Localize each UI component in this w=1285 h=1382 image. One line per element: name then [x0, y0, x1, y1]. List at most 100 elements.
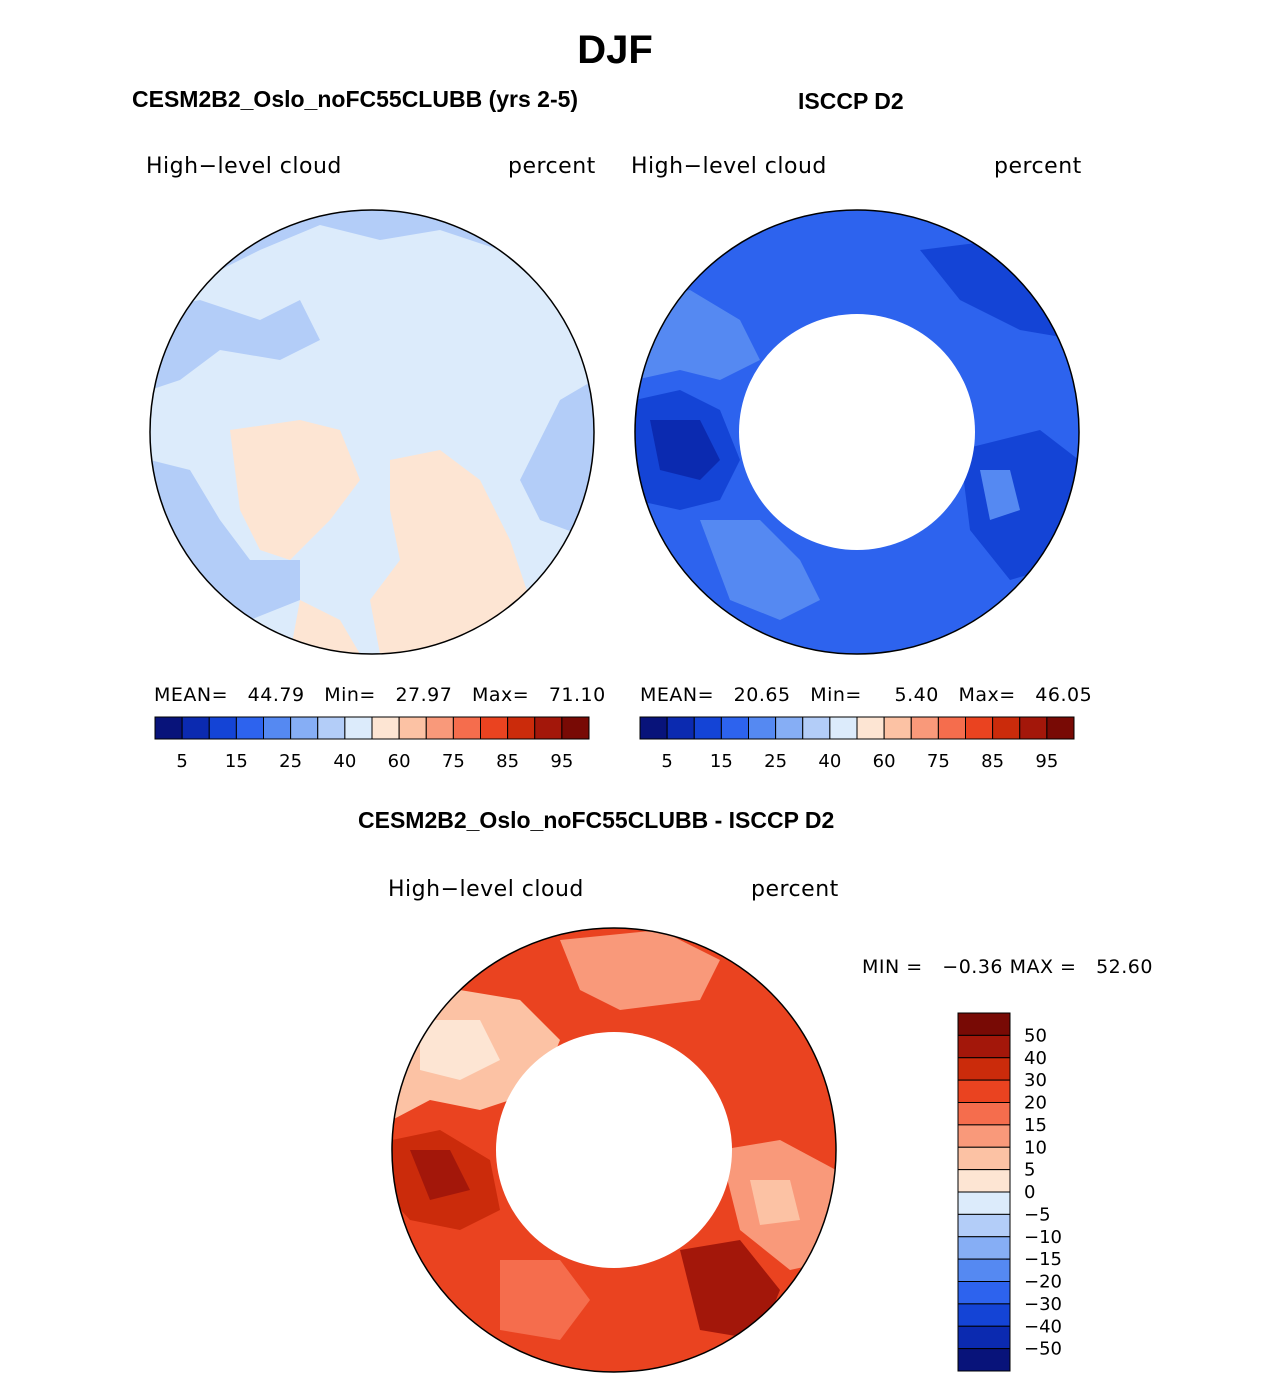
obs-min-value: 5.40	[894, 684, 939, 706]
diff-colorbar-tick-label: 15	[1024, 1115, 1047, 1136]
diff-colorbar-tick-label: −10	[1024, 1227, 1062, 1248]
model-variable-label: High−level cloud	[146, 154, 342, 179]
model-colorbar-swatch	[425, 716, 454, 740]
model-colorbar-swatch	[344, 716, 373, 740]
obs-mean-label: MEAN=	[640, 684, 715, 706]
obs-colorbar-tick-label: 15	[710, 751, 733, 772]
obs-panel-title: ISCCP D2	[798, 88, 904, 114]
model-colorbar-swatch	[561, 716, 590, 740]
obs-colorbar-tick-label: 85	[981, 751, 1004, 772]
diff-colorbar-swatch	[957, 1146, 1011, 1171]
diff-max-value: 52.60	[1096, 956, 1153, 978]
diff-map	[391, 927, 837, 1373]
obs-colorbar-tick-label: 40	[818, 751, 841, 772]
model-max-label: Max=	[471, 684, 530, 706]
model-stats: MEAN= 44.79 Min= 27.97 Max= 71.10	[154, 684, 606, 706]
diff-colorbar-tick-label: −20	[1024, 1272, 1062, 1293]
model-colorbar-swatch	[534, 716, 563, 740]
diff-variable-label: High−level cloud	[388, 877, 584, 902]
model-colorbar-swatch	[290, 716, 319, 740]
model-units-label: percent	[508, 154, 596, 179]
diff-colorbar-swatch	[957, 1281, 1011, 1305]
model-map	[149, 209, 595, 655]
obs-min-label: Min=	[810, 684, 862, 706]
obs-colorbar-tick-label: 75	[927, 751, 950, 772]
model-colorbar-swatch	[507, 716, 536, 740]
obs-colorbar-swatch	[1046, 716, 1075, 740]
diff-panel-title: CESM2B2_Oslo_noFC55CLUBB - ISCCP D2	[358, 807, 835, 833]
diff-colorbar-swatch	[957, 1079, 1011, 1103]
obs-colorbar-swatch	[910, 716, 939, 740]
diff-colorbar-swatch	[957, 1102, 1011, 1126]
obs-units-label: percent	[994, 154, 1082, 179]
diff-colorbar-swatch	[957, 1236, 1011, 1260]
diff-colorbar-tick-label: −50	[1024, 1339, 1062, 1360]
model-colorbar-swatch	[154, 716, 183, 740]
model-mean-label: MEAN=	[154, 684, 229, 706]
model-min-value: 27.97	[395, 684, 453, 706]
diff-colorbar-swatch	[957, 1057, 1011, 1081]
diff-colorbar-tick-label: 5	[1024, 1160, 1035, 1181]
model-mean-value: 44.79	[247, 684, 305, 706]
model-colorbar-tick-label: 5	[176, 751, 187, 772]
obs-max-value: 46.05	[1035, 684, 1093, 706]
obs-colorbar-swatch	[693, 716, 722, 740]
diff-colorbar-tick-label: 20	[1024, 1093, 1047, 1114]
obs-colorbar-swatch	[775, 716, 804, 740]
diff-colorbar-swatch	[957, 1348, 1011, 1372]
diff-colorbar-swatch	[957, 1124, 1011, 1148]
diff-colorbar-swatch	[957, 1012, 1011, 1036]
diff-colorbar-swatch	[957, 1169, 1011, 1193]
model-colorbar-swatch	[371, 716, 400, 740]
model-colorbar-swatch	[317, 716, 346, 740]
obs-colorbar-tick-label: 95	[1035, 751, 1058, 772]
model-colorbar-swatch	[235, 716, 264, 740]
model-colorbar-tick-label: 15	[225, 751, 248, 772]
obs-variable-label: High−level cloud	[631, 154, 827, 179]
obs-colorbar-swatch	[856, 716, 885, 740]
diff-colorbar-tick-label: 40	[1024, 1048, 1047, 1069]
diff-colorbar-tick-label: −15	[1024, 1249, 1062, 1270]
obs-colorbar-swatch	[748, 716, 777, 740]
diff-colorbar-swatch	[957, 1034, 1011, 1059]
diff-stats: MIN = −0.36 MAX = 52.60	[862, 956, 1153, 978]
model-colorbar-swatch	[263, 716, 292, 740]
obs-colorbar-swatch	[883, 716, 912, 740]
obs-colorbar-swatch	[720, 716, 749, 740]
obs-colorbar-swatch	[965, 716, 994, 740]
season-title: DJF	[577, 28, 653, 72]
obs-colorbar-tick-label: 5	[661, 751, 672, 772]
diff-colorbar-swatch	[957, 1325, 1011, 1350]
obs-colorbar-swatch	[1019, 716, 1048, 740]
diff-units-label: percent	[751, 877, 839, 902]
diff-colorbar-tick-label: −5	[1024, 1204, 1051, 1225]
model-colorbar-tick-label: 95	[550, 751, 573, 772]
model-colorbar-swatch	[452, 716, 481, 740]
obs-colorbar-swatch	[802, 716, 831, 740]
obs-stats: MEAN= 20.65 Min= 5.40 Max= 46.05	[640, 684, 1092, 706]
model-colorbar-swatch	[480, 716, 509, 740]
obs-colorbar-swatch	[829, 716, 858, 740]
obs-map	[634, 209, 1080, 655]
diff-min-value: −0.36	[942, 956, 1004, 978]
diff-colorbar-tick-label: 10	[1024, 1137, 1047, 1158]
diff-max-label: MAX =	[1009, 956, 1077, 978]
obs-colorbar-swatch	[639, 716, 668, 740]
diff-colorbar-tick-label: −30	[1024, 1294, 1062, 1315]
diff-colorbar-swatch	[957, 1258, 1011, 1282]
model-colorbar-tick-label: 25	[279, 751, 302, 772]
obs-colorbar-tick-label: 25	[764, 751, 787, 772]
model-min-label: Min=	[324, 684, 376, 706]
obs-colorbar-tick-label: 60	[873, 751, 896, 772]
model-colorbar-tick-label: 75	[442, 751, 465, 772]
obs-mean-value: 20.65	[733, 684, 791, 706]
obs-colorbar-swatch	[666, 716, 695, 740]
diff-min-label: MIN =	[862, 956, 923, 978]
diff-colorbar-tick-label: −40	[1024, 1316, 1062, 1337]
model-max-value: 71.10	[548, 684, 606, 706]
model-colorbar-tick-label: 40	[333, 751, 356, 772]
obs-colorbar-swatch	[992, 716, 1021, 740]
model-colorbar-swatch	[398, 716, 427, 740]
